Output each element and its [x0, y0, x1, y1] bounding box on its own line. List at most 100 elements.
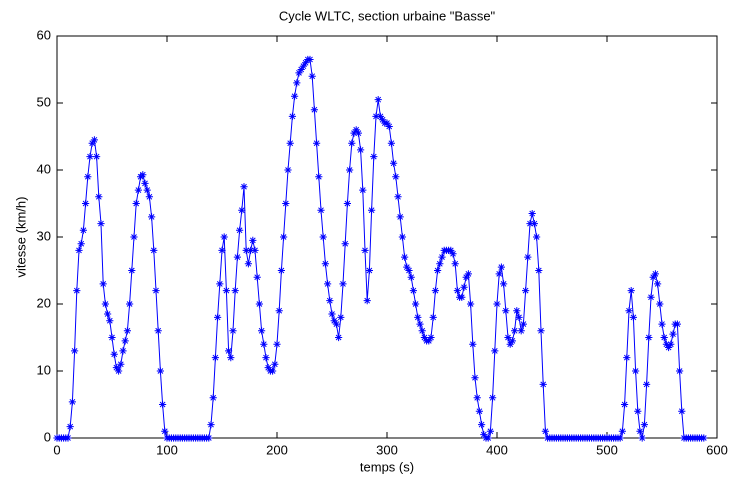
data-marker [412, 300, 420, 308]
x-tick-label: 0 [53, 442, 60, 457]
data-marker [390, 159, 398, 167]
data-marker [621, 400, 629, 409]
data-marker [464, 270, 472, 278]
data-marker [227, 354, 235, 362]
data-marker [277, 266, 285, 275]
chart-title: Cycle WLTC, section urbaine "Basse" [279, 8, 496, 23]
data-marker [233, 253, 241, 261]
data-marker [286, 139, 294, 147]
data-marker [651, 270, 659, 278]
data-marker [159, 400, 167, 409]
data-marker [541, 427, 549, 435]
y-tick-label: 10 [37, 362, 51, 377]
data-marker [145, 193, 153, 201]
data-marker [154, 327, 162, 335]
data-marker [640, 421, 648, 429]
data-marker [467, 300, 475, 308]
data-marker [295, 69, 303, 77]
data-marker [211, 354, 219, 362]
x-tick-label: 200 [266, 442, 288, 457]
data-marker [121, 337, 129, 345]
data-marker [161, 427, 169, 435]
data-marker [473, 394, 481, 402]
data-marker [249, 236, 257, 244]
data-marker [321, 260, 329, 268]
data-marker [88, 139, 96, 147]
data-marker [271, 360, 279, 368]
data-marker [264, 364, 272, 372]
data-marker [79, 226, 87, 234]
data-marker [216, 280, 224, 288]
data-marker [656, 300, 664, 308]
data-marker [368, 206, 376, 214]
data-marker [251, 246, 259, 254]
data-marker [258, 327, 266, 335]
data-marker [398, 233, 406, 241]
data-marker [288, 112, 296, 120]
data-marker [506, 340, 514, 348]
data-marker [242, 246, 250, 254]
data-marker [275, 307, 283, 315]
data-marker [409, 287, 417, 295]
data-marker [392, 173, 400, 181]
data-marker [480, 431, 488, 439]
data-marker [156, 367, 164, 375]
data-marker [528, 209, 536, 218]
data-marker [431, 287, 439, 295]
data-marker [508, 337, 516, 345]
y-tick-label: 50 [37, 94, 51, 109]
data-marker [328, 310, 336, 318]
data-marker [497, 263, 505, 271]
data-marker [418, 327, 426, 335]
data-marker [522, 287, 530, 295]
data-marker [106, 317, 114, 325]
data-marker [515, 313, 523, 321]
data-marker [434, 266, 442, 275]
data-marker [416, 320, 424, 328]
data-marker [343, 199, 351, 208]
data-marker [429, 313, 437, 321]
data-marker [359, 186, 367, 194]
data-marker [530, 220, 538, 228]
data-marker [214, 313, 222, 321]
data-marker [414, 313, 422, 321]
data-marker [484, 434, 492, 442]
data-marker [73, 287, 81, 295]
data-marker [82, 199, 90, 208]
data-marker [90, 136, 98, 144]
data-marker [372, 112, 380, 120]
data-marker [238, 206, 246, 214]
data-marker [86, 153, 94, 161]
data-marker [658, 320, 666, 328]
data-marker [533, 233, 541, 241]
y-tick-label: 40 [37, 161, 51, 176]
data-marker [236, 226, 244, 234]
data-marker [405, 266, 413, 275]
y-axis-label: vitesse (km/h) [13, 197, 28, 278]
data-marker [117, 360, 125, 368]
data-marker [370, 153, 378, 161]
data-marker [665, 343, 673, 352]
data-marker [209, 394, 217, 402]
data-marker [438, 253, 446, 261]
data-marker [71, 347, 79, 355]
data-marker [403, 263, 411, 271]
data-marker [315, 173, 323, 181]
data-marker [260, 340, 268, 348]
data-marker [524, 253, 532, 261]
data-marker [337, 313, 345, 321]
data-marker [231, 287, 239, 295]
data-marker [420, 333, 428, 342]
x-tick-label: 100 [156, 442, 178, 457]
data-marker [348, 139, 356, 147]
data-marker [383, 119, 391, 127]
data-marker [141, 179, 149, 187]
y-tick-label: 20 [37, 295, 51, 310]
data-marker [253, 273, 261, 281]
data-marker [451, 260, 459, 268]
data-marker [387, 139, 395, 147]
data-marker [104, 310, 112, 318]
data-marker [75, 246, 83, 254]
data-marker [385, 122, 393, 131]
